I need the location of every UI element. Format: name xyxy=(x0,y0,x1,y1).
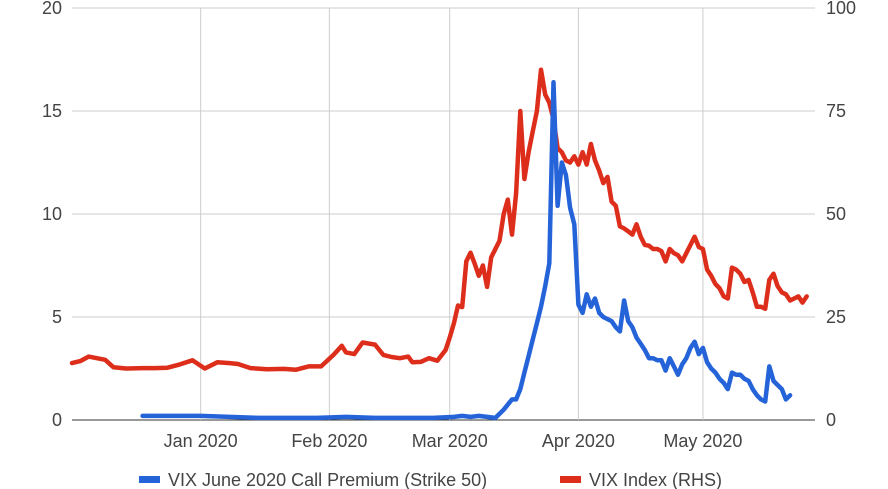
series-line-vix-index xyxy=(69,67,809,372)
y-right-tick-label: 0 xyxy=(826,410,836,430)
x-tick-label: Feb 2020 xyxy=(291,431,367,451)
legend: VIX June 2020 Call Premium (Strike 50) VI… xyxy=(139,470,722,489)
y-right-tick-label: 50 xyxy=(826,204,846,224)
y-left-tick-label: 5 xyxy=(52,307,62,327)
legend-item-vix-index-swatch xyxy=(560,476,581,483)
y-left-tick-label: 10 xyxy=(42,204,62,224)
x-tick-label: Jan 2020 xyxy=(164,431,238,451)
legend-item-call-premium-swatch xyxy=(139,476,160,483)
y-left-tick-label: 15 xyxy=(42,101,62,121)
y-right-tick-label: 100 xyxy=(826,0,856,18)
series-layer xyxy=(69,67,809,421)
legend-item-vix-index-label: VIX Index (RHS) xyxy=(589,470,722,489)
x-tick-label: May 2020 xyxy=(663,431,742,451)
y-left-tick-label: 20 xyxy=(42,0,62,18)
x-tick-label: Mar 2020 xyxy=(412,431,488,451)
grid xyxy=(72,7,815,421)
y-right-tick-label: 75 xyxy=(826,101,846,121)
axis-labels: 0 5 10 15 20 0 25 50 75 100 Jan 2020 Feb 2020 Mar 20… xyxy=(42,0,856,451)
series-line-call-premium xyxy=(140,79,793,421)
y-left-tick-label: 0 xyxy=(52,410,62,430)
y-right-tick-label: 25 xyxy=(826,307,846,327)
x-tick-label: Apr 2020 xyxy=(542,431,615,451)
legend-item-call-premium-label: VIX June 2020 Call Premium (Strike 50) xyxy=(168,470,487,489)
